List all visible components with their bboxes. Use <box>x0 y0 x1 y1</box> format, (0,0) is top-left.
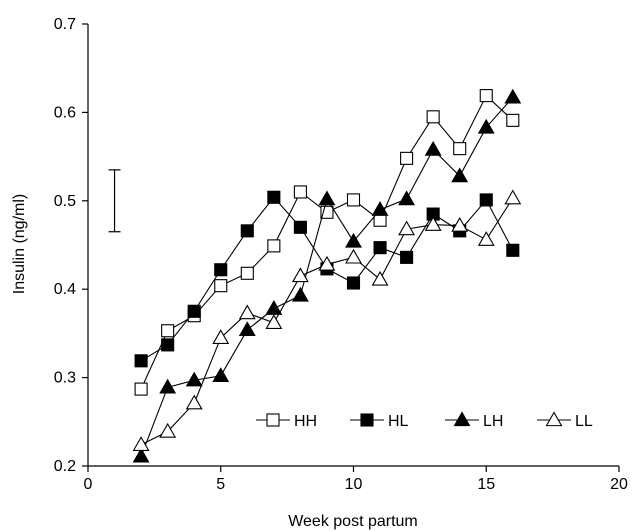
data-point-lh <box>212 367 230 383</box>
data-point-hl <box>346 276 361 290</box>
data-point-lh <box>132 447 150 463</box>
data-point-hl <box>400 250 414 264</box>
data-point-hh <box>214 279 228 293</box>
data-point-hl <box>293 220 307 234</box>
series-ll <box>132 189 522 451</box>
legend-label-ll: LL <box>575 413 593 430</box>
y-tick-label: 0.4 <box>54 281 76 298</box>
data-point-ll <box>212 329 230 344</box>
legend-item-hl: HL <box>350 413 409 430</box>
data-point-ll <box>238 304 256 320</box>
y-axis-title: Insulin (ng/ml) <box>11 194 28 294</box>
data-point-hl <box>187 304 201 318</box>
legend-marker-hl <box>360 413 374 427</box>
data-point-hh <box>346 193 361 207</box>
data-point-ll <box>477 231 495 246</box>
data-point-lh <box>345 232 362 248</box>
data-point-lh <box>291 286 309 302</box>
y-tick-label: 0.3 <box>54 370 76 387</box>
data-point-hl <box>214 263 228 277</box>
x-tick-label: 15 <box>477 476 495 493</box>
series-line-hh <box>140 94 514 390</box>
data-point-hh <box>293 185 307 199</box>
data-point-hh <box>479 89 493 103</box>
x-axis-title: Week post partum <box>288 513 418 530</box>
data-point-lh <box>424 140 442 156</box>
series-lh <box>132 88 522 463</box>
data-point-hl <box>506 243 520 257</box>
data-point-hh <box>240 266 254 280</box>
data-point-lh <box>371 201 389 216</box>
x-tick-label: 20 <box>610 476 628 493</box>
data-point-lh <box>185 371 203 387</box>
data-point-lh <box>477 118 495 134</box>
data-point-hh <box>400 151 414 165</box>
legend-marker-lh <box>453 411 471 427</box>
data-point-ll <box>159 422 177 438</box>
y-tick-label: 0.6 <box>54 104 76 121</box>
legend-marker-ll <box>545 411 563 427</box>
data-point-ll <box>318 255 336 271</box>
legend-label-hl: HL <box>388 413 409 430</box>
y-tick-label: 0.5 <box>54 193 76 210</box>
data-point-ll <box>398 220 416 236</box>
data-point-hh <box>134 382 148 396</box>
series-hh <box>134 89 520 396</box>
x-tick-label: 0 <box>84 476 93 493</box>
data-point-hh <box>426 110 440 124</box>
legend: HH HL LH LL <box>256 411 593 430</box>
data-point-ll <box>265 314 283 329</box>
x-tick-label: 10 <box>345 476 363 493</box>
y-tick-label: 0.2 <box>54 458 76 475</box>
data-point-ll <box>451 216 469 232</box>
data-point-lh <box>265 300 283 315</box>
legend-label-hh: HH <box>294 413 317 430</box>
data-point-ll <box>504 189 522 205</box>
data-point-hh <box>267 239 281 253</box>
legend-marker-hh <box>266 413 280 427</box>
legend-item-hh: HH <box>256 413 317 430</box>
data-point-hh <box>506 113 520 127</box>
data-point-hh <box>453 142 467 156</box>
data-point-ll <box>345 248 362 264</box>
ticks: 0 5 10 15 20 0.2 0.3 0.4 0.5 0.6 0.7 <box>54 16 628 493</box>
series-layer <box>132 88 522 463</box>
data-point-hl <box>240 224 254 238</box>
data-point-hh <box>161 324 175 338</box>
data-point-lh <box>159 378 177 394</box>
data-point-hl <box>373 241 387 255</box>
legend-label-lh: LH <box>483 413 503 430</box>
data-point-hl <box>479 193 493 207</box>
data-point-ll <box>185 394 203 410</box>
data-point-lh <box>238 321 256 337</box>
data-point-ll <box>132 436 150 451</box>
data-point-ll <box>424 216 442 231</box>
data-point-lh <box>398 190 416 206</box>
data-point-lh <box>504 88 522 104</box>
y-tick-label: 0.7 <box>54 16 76 33</box>
x-tick-label: 5 <box>216 476 225 493</box>
data-point-lh <box>451 167 469 183</box>
data-point-hl <box>161 338 175 352</box>
data-point-ll <box>291 267 309 283</box>
data-point-ll <box>371 270 389 286</box>
data-point-hl <box>134 354 148 368</box>
legend-item-lh: LH <box>445 411 503 430</box>
data-point-lh <box>318 190 336 206</box>
data-point-hl <box>267 190 281 204</box>
legend-item-ll: LL <box>537 411 593 430</box>
data-point-hh <box>373 213 387 227</box>
